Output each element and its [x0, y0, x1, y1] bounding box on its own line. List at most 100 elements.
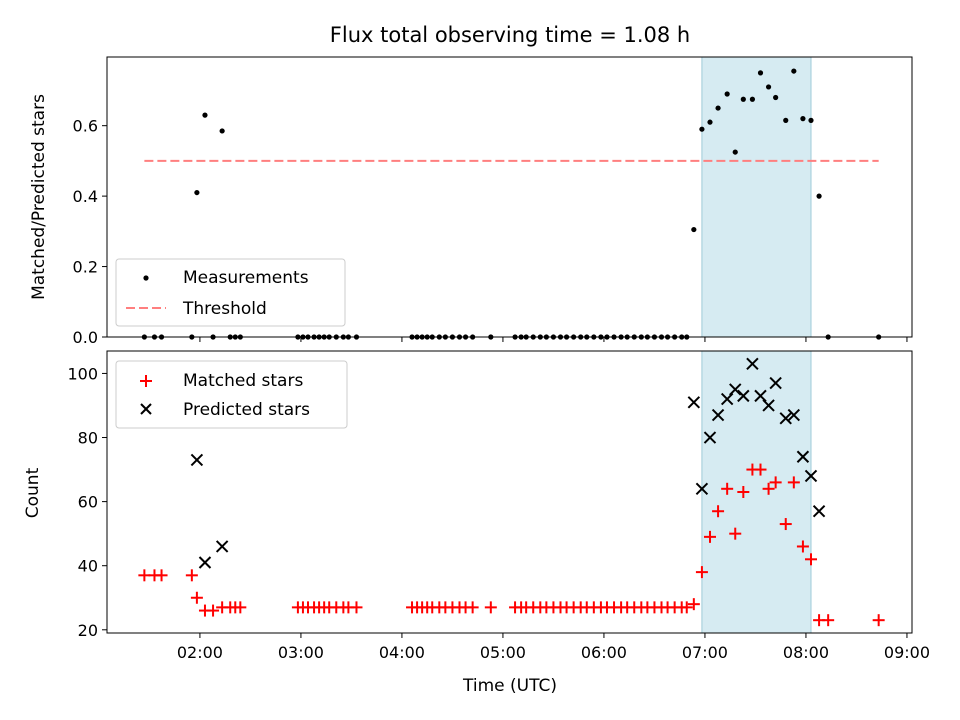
matched-star-point [754, 463, 767, 476]
measurement-point [749, 96, 756, 102]
predicted-star-point [779, 412, 792, 425]
predicted-star-point [198, 556, 212, 569]
figure-title: Flux total observing time = 1.08 h [330, 23, 690, 47]
measurement-point [808, 117, 814, 123]
measurement-point [800, 116, 806, 122]
legend-top-box [115, 258, 346, 327]
y-tick-label: 100 [67, 364, 98, 383]
panel-bottom-frame [106, 350, 913, 634]
panel-bottom: 20 40 60 80 100 02:00 03:00 04:00 05:00 06:00 07:… [23, 350, 930, 696]
matched-star-point [155, 569, 168, 582]
x-axis-label: Time (UTC) [462, 676, 557, 696]
x-tick-label: 04:00 [379, 643, 425, 662]
predicted-star-point [687, 396, 701, 409]
y-tick-label: 0.2 [73, 258, 98, 277]
predicted-star-point [746, 357, 759, 371]
matched-star-point [769, 476, 782, 489]
predicted-star-point [787, 408, 801, 422]
y-tick-label: 80 [78, 429, 98, 448]
measurement-point [783, 117, 789, 123]
x-tick-label: 05:00 [480, 643, 526, 662]
matched-star-point [703, 530, 716, 543]
y-tick-label: 60 [78, 493, 98, 512]
panel-top-highlight-span [701, 56, 812, 338]
matched-star-point [796, 540, 809, 553]
matched-star-point [695, 566, 708, 579]
legend-measurement-marker [143, 275, 149, 281]
predicted-star-point [711, 408, 725, 422]
y-tick-label: 40 [78, 557, 98, 576]
legend-bottom-box [115, 360, 348, 429]
x-tick-label: 07:00 [682, 643, 728, 662]
x-tick-label: 08:00 [783, 643, 829, 662]
matched-star-point [484, 601, 497, 614]
matched-star-point [466, 601, 479, 614]
x-tick-label: 02:00 [177, 643, 223, 662]
matched-star-point [234, 601, 247, 614]
matched-star-point [207, 604, 220, 617]
matched-star-point [185, 569, 198, 582]
y-tick-label: 0.0 [73, 328, 98, 347]
panel-bottom-x-axis: 02:00 03:00 04:00 05:00 06:00 07:00 08:00 09:00 [177, 633, 930, 662]
measurement-point [707, 119, 713, 125]
measurement-point [757, 70, 764, 76]
panel-top-y-axis-label: Matched/Predicted stars [29, 94, 49, 300]
predicted-star-point [754, 389, 767, 403]
matched-star-point [762, 482, 775, 495]
legend-bottom: Matched stars Predicted stars [115, 360, 348, 429]
predicted-star-point [695, 482, 709, 496]
legend-matched-marker [140, 375, 152, 387]
y-tick-label: 0.4 [73, 187, 98, 206]
measurement-point [691, 226, 697, 233]
x-tick-label: 09:00 [884, 643, 930, 662]
predicted-star-point [804, 469, 818, 483]
predicted-star-point [762, 399, 775, 412]
matched-star-point [872, 614, 885, 627]
x-tick-label: 06:00 [581, 643, 627, 662]
y-tick-label: 0.6 [73, 117, 98, 136]
legend-predicted-marker [140, 403, 152, 415]
matched-star-point [822, 614, 835, 627]
panel-top-frame [106, 56, 913, 338]
matched-star-point [729, 527, 742, 540]
legend-measurements-label: Measurements [183, 268, 309, 288]
panel-top: 0.0 0.2 0.4 0.6 Matched/Predicted stars Mea… [29, 56, 913, 347]
legend-threshold-label: Threshold [182, 299, 267, 319]
predicted-stars-points [190, 357, 826, 569]
panel-bottom-y-axis-label: Count [23, 467, 43, 518]
matched-star-point [712, 505, 725, 518]
panel-bottom-highlight-span [701, 350, 812, 634]
measurement-point [732, 149, 738, 155]
predicted-star-point [737, 389, 750, 403]
measurement-point [194, 189, 200, 196]
matched-star-point [680, 601, 693, 614]
legend-matched-label: Matched stars [183, 371, 303, 391]
measurement-point [202, 112, 208, 118]
measurement-point [791, 68, 797, 74]
predicted-star-point [796, 450, 810, 463]
legend-top: Measurements Threshold [115, 258, 346, 327]
panel-top-x-ticks [199, 337, 908, 342]
measurement-point [715, 105, 721, 111]
predicted-star-point [703, 431, 717, 444]
matched-star-point [350, 601, 363, 614]
panel-bottom-y-axis: 20 40 60 80 100 [67, 364, 107, 640]
x-tick-label: 03:00 [278, 643, 324, 662]
measurement-point [816, 193, 822, 199]
predicted-star-point [190, 453, 204, 467]
predicted-star-point [769, 376, 782, 390]
matched-star-point [687, 598, 700, 611]
measurement-point [724, 91, 730, 97]
predicted-star-point [215, 540, 229, 553]
measurement-point [773, 94, 779, 101]
measurement-point [699, 126, 705, 132]
panel-top-y-axis: 0.0 0.2 0.4 0.6 [73, 117, 107, 347]
predicted-star-point [729, 383, 742, 396]
matched-star-point [787, 476, 800, 489]
measurement-point [219, 128, 225, 134]
measurement-point [740, 96, 746, 102]
matched-star-point [804, 553, 817, 566]
matched-star-point [779, 518, 792, 531]
matched-star-point [138, 569, 151, 582]
